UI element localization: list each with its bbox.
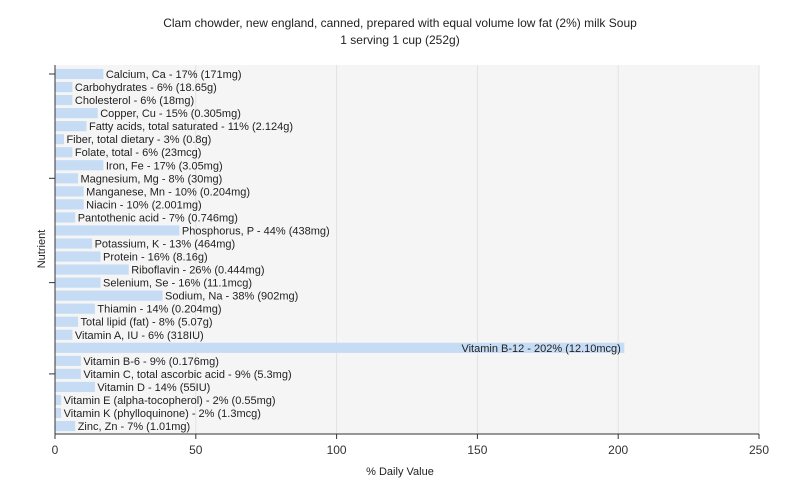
bar-label: Selenium, Se - 16% (11.1mcg) xyxy=(103,278,252,290)
x-tick-label: 200 xyxy=(608,443,628,457)
bar xyxy=(55,329,73,340)
bar xyxy=(55,342,625,353)
bar xyxy=(55,407,62,419)
bar xyxy=(55,225,180,236)
bar xyxy=(55,316,79,327)
y-axis-label: Nutrient xyxy=(36,229,48,269)
bar xyxy=(55,160,104,171)
x-tick-label: 100 xyxy=(327,443,347,457)
x-tick-label: 250 xyxy=(749,443,769,457)
bar xyxy=(55,212,76,223)
bar-label: Vitamin E (alpha-tocopherol) - 2% (0.55m… xyxy=(64,395,276,407)
bar-label: Vitamin D - 14% (55IU) xyxy=(97,382,210,394)
x-axis-label: % Daily Value xyxy=(366,466,434,478)
bar xyxy=(55,186,84,197)
bar-label: Protein - 16% (8.16g) xyxy=(103,252,208,264)
bar xyxy=(55,68,104,80)
bar-label: Vitamin B-12 - 202% (12.10mcg) xyxy=(461,343,620,355)
x-tick-label: 150 xyxy=(467,443,487,457)
bar xyxy=(55,381,95,393)
bar-label: Vitamin K (phylloquinone) - 2% (1.3mcg) xyxy=(64,408,261,420)
bar xyxy=(55,264,129,275)
bar-label: Fatty acids, total saturated - 11% (2.12… xyxy=(89,121,293,133)
bar xyxy=(55,94,73,106)
bars-group xyxy=(55,68,625,432)
bar xyxy=(55,251,101,262)
bar-label: Magnesium, Mg - 8% (30mg) xyxy=(81,173,223,185)
bar xyxy=(55,81,73,93)
bar xyxy=(55,277,101,288)
bar xyxy=(55,173,79,184)
bar xyxy=(55,368,81,379)
bar-label: Thiamin - 14% (0.204mg) xyxy=(97,304,221,316)
bar-label: Niacin - 10% (2.001mg) xyxy=(86,199,202,211)
bar-label: Pantothenic acid - 7% (0.746mg) xyxy=(78,212,238,224)
bar xyxy=(55,199,84,210)
bar xyxy=(55,147,73,158)
x-tick-label: 0 xyxy=(52,443,59,457)
chart-title: Clam chowder, new england, canned, prepa… xyxy=(163,16,637,30)
bar xyxy=(55,108,98,119)
bar-label: Sodium, Na - 38% (902mg) xyxy=(165,291,298,303)
bar-label: Phosphorus, P - 44% (438mg) xyxy=(182,225,330,237)
bar-labels-group: Calcium, Ca - 17% (171mg)Carbohydrates -… xyxy=(64,69,621,433)
bar-label: Zinc, Zn - 7% (1.01mg) xyxy=(78,421,190,433)
bar xyxy=(55,355,81,366)
bar-label: Iron, Fe - 17% (3.05mg) xyxy=(106,160,223,172)
bar xyxy=(55,134,64,145)
bar-label: Carbohydrates - 6% (18.65g) xyxy=(75,82,217,94)
bar-label: Potassium, K - 13% (464mg) xyxy=(95,239,236,251)
bar-label: Manganese, Mn - 10% (0.204mg) xyxy=(86,186,250,198)
bar-label: Vitamin B-6 - 9% (0.176mg) xyxy=(83,356,219,368)
x-tick-label: 50 xyxy=(189,443,203,457)
plot-background xyxy=(55,65,759,434)
chart-subtitle: 1 serving 1 cup (252g) xyxy=(340,33,460,47)
bar xyxy=(55,394,62,406)
bar xyxy=(55,420,76,432)
bar-label: Folate, total - 6% (23mcg) xyxy=(75,147,202,159)
bar xyxy=(55,303,95,314)
axes-group: 0 50 100 150 200 250 xyxy=(49,65,769,457)
bar-label: Fiber, total dietary - 3% (0.8g) xyxy=(66,134,211,146)
grid-lines xyxy=(195,65,760,434)
bar-label: Calcium, Ca - 17% (171mg) xyxy=(106,69,242,81)
bar xyxy=(55,121,87,132)
bar-label: Riboflavin - 26% (0.444mg) xyxy=(131,265,264,277)
bar-label: Copper, Cu - 15% (0.305mg) xyxy=(100,108,241,120)
bar-label: Total lipid (fat) - 8% (5.07g) xyxy=(81,317,213,329)
bar-label: Vitamin A, IU - 6% (318IU) xyxy=(75,330,204,342)
bar xyxy=(55,238,93,249)
bar-label: Cholesterol - 6% (18mg) xyxy=(75,95,194,107)
bar-label: Vitamin C, total ascorbic acid - 9% (5.3… xyxy=(83,369,291,381)
bar xyxy=(55,290,163,301)
